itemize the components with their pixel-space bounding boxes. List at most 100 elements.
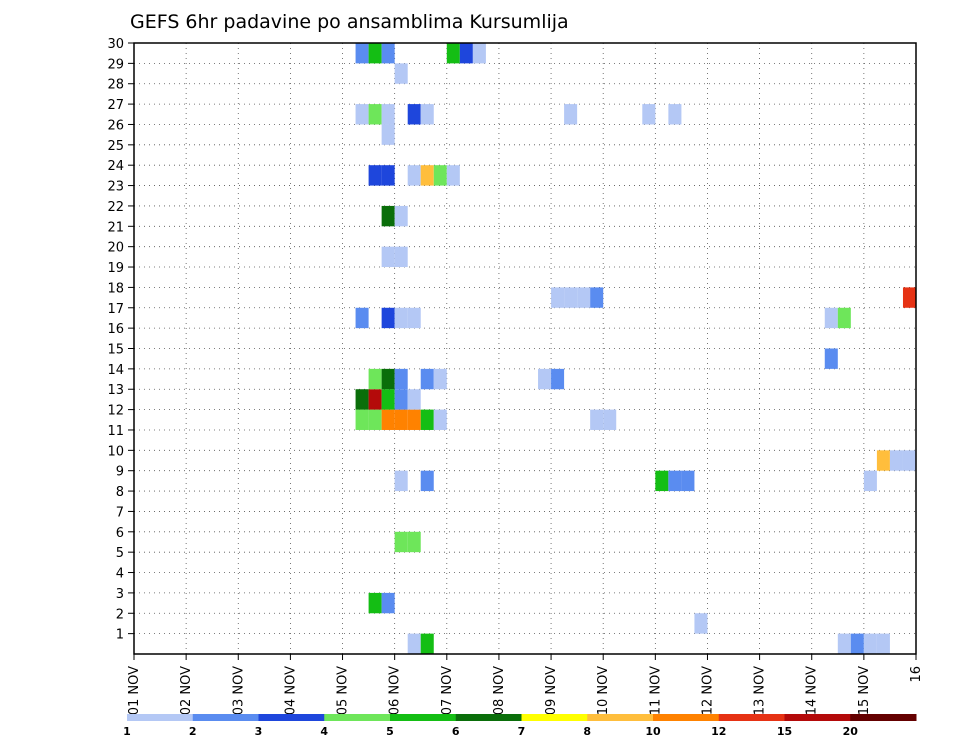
x-tick-label: 15 NOV	[857, 666, 872, 715]
precip-cell	[668, 470, 682, 492]
colorbar-label: 5	[386, 725, 394, 738]
precip-cell	[850, 633, 864, 654]
y-tick-label: 3	[116, 587, 124, 602]
precip-cell	[355, 307, 369, 329]
colorbar-swatch	[718, 714, 785, 721]
colorbar-swatch	[192, 714, 259, 721]
colorbar-swatch	[324, 714, 391, 721]
colorbar-label: 4	[320, 725, 328, 738]
precip-cell	[381, 389, 395, 410]
y-tick-label: 24	[107, 159, 124, 174]
y-tick-label: 10	[107, 444, 124, 459]
y-tick-label: 17	[107, 302, 124, 317]
precip-cell	[902, 450, 916, 471]
precip-cell	[368, 104, 382, 125]
x-tick-label: 16	[909, 666, 924, 683]
precip-cell	[381, 43, 395, 64]
precip-cell	[824, 307, 838, 329]
y-tick-label: 28	[107, 78, 124, 93]
precip-cell	[420, 104, 434, 125]
y-tick-label: 20	[107, 241, 124, 256]
x-tick-label: 14 NOV	[805, 666, 820, 715]
colorbar-swatch	[587, 714, 654, 721]
colorbar-swatch	[850, 714, 917, 721]
y-axis-ticks: 1234567891011121314151617181920212223242…	[107, 37, 134, 643]
precip-cell	[863, 633, 877, 654]
precip-cell	[863, 470, 877, 492]
precip-cell	[368, 389, 382, 410]
x-tick-label: 03 NOV	[231, 666, 246, 715]
grid-lines	[134, 43, 916, 654]
colorbar-swatch	[390, 714, 457, 721]
colorbar-swatch	[455, 714, 522, 721]
precip-cell	[394, 246, 408, 268]
precip-cell	[459, 43, 473, 64]
y-tick-label: 11	[107, 424, 124, 439]
precip-cell	[381, 165, 395, 186]
y-tick-label: 13	[107, 383, 124, 398]
precip-cell	[368, 592, 382, 614]
precip-cell	[368, 368, 382, 390]
x-tick-label: 12 NOV	[700, 666, 715, 715]
y-tick-label: 30	[107, 37, 124, 52]
x-tick-label: 08 NOV	[492, 666, 507, 715]
precip-cell	[538, 368, 552, 390]
precip-cell	[407, 531, 421, 553]
y-tick-label: 21	[107, 220, 124, 235]
precip-cell	[837, 307, 851, 329]
precip-cell	[902, 287, 916, 308]
colorbar-label: 3	[255, 725, 263, 738]
colorbar-swatch	[653, 714, 720, 721]
x-tick-label: 07 NOV	[440, 666, 455, 715]
precip-cell	[394, 307, 408, 329]
y-tick-label: 5	[116, 546, 124, 561]
colorbar-swatch	[784, 714, 851, 721]
colorbar-swatch	[521, 714, 588, 721]
y-tick-label: 6	[116, 526, 124, 541]
precip-cell	[394, 409, 408, 430]
precip-cell	[381, 205, 395, 227]
colorbar-label: 12	[711, 725, 726, 738]
colorbar-label: 2	[189, 725, 197, 738]
precip-cell	[642, 104, 656, 125]
y-tick-label: 1	[116, 628, 124, 643]
precip-cell	[394, 63, 408, 84]
precip-cell	[407, 165, 421, 186]
precip-cell	[355, 104, 369, 125]
y-tick-label: 18	[107, 281, 124, 296]
precip-cell	[420, 165, 434, 186]
colorbar-swatch	[127, 714, 194, 721]
precip-cell	[446, 165, 460, 186]
precip-cell	[433, 409, 447, 430]
colorbar-label: 1	[123, 725, 131, 738]
chart-title: GEFS 6hr padavine po ansamblima Kursumli…	[130, 11, 569, 33]
y-tick-label: 16	[107, 322, 124, 337]
x-tick-label: 06 NOV	[388, 666, 403, 715]
x-tick-label: 01 NOV	[127, 666, 142, 715]
precip-cell	[433, 165, 447, 186]
precip-cell	[824, 348, 838, 369]
precip-cell	[681, 470, 695, 492]
y-tick-label: 7	[116, 505, 124, 520]
x-tick-label: 05 NOV	[336, 666, 351, 715]
precip-cell	[381, 246, 395, 268]
precip-cell	[420, 409, 434, 430]
precip-cell	[407, 104, 421, 125]
precip-cell	[381, 124, 395, 145]
colorbar-label: 15	[777, 725, 792, 738]
y-tick-label: 27	[107, 98, 124, 113]
y-tick-label: 14	[107, 363, 124, 378]
x-axis-ticks: 01 NOV 02 NOV 03 NOV 04 NOV 05 NOV 06 NOV 07 N…	[127, 654, 924, 715]
precip-cell	[368, 43, 382, 64]
y-tick-label: 9	[116, 465, 124, 480]
x-tick-label: 10 NOV	[596, 666, 611, 715]
x-tick-label: 11 NOV	[648, 666, 663, 715]
precip-cell	[876, 450, 890, 471]
precip-cell	[564, 104, 578, 125]
y-tick-label: 23	[107, 180, 124, 195]
precip-cell	[590, 287, 604, 308]
precip-cell	[394, 470, 408, 492]
precip-cell	[420, 633, 434, 654]
precip-cell	[381, 307, 395, 329]
precip-cell	[368, 409, 382, 430]
